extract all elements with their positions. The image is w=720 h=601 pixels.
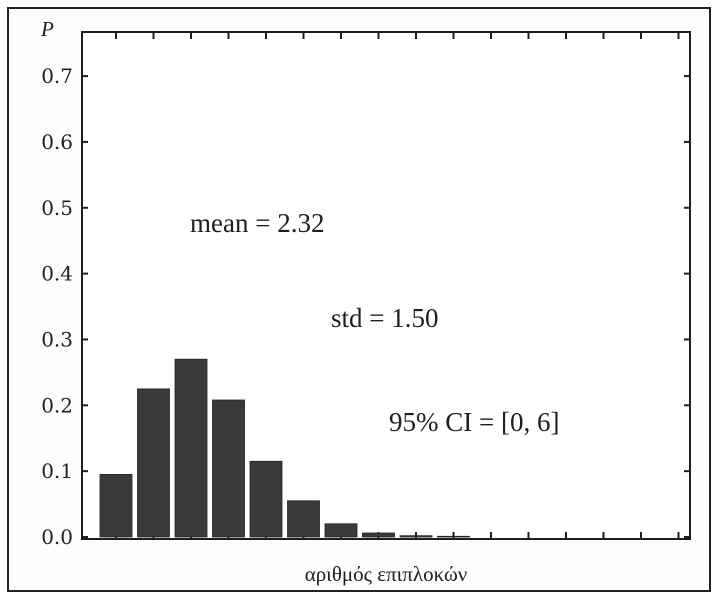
plot-area bbox=[81, 31, 691, 540]
bar-3 bbox=[212, 399, 245, 538]
annotation-mean: mean = 2.32 bbox=[190, 208, 324, 238]
y-tick-label-3: 0.3 bbox=[41, 328, 73, 352]
y-axis-label: P bbox=[40, 17, 54, 41]
y-tick-label-1: 0.1 bbox=[41, 459, 73, 483]
bar-2 bbox=[174, 358, 208, 538]
annotation-std: std = 1.50 bbox=[331, 303, 439, 333]
y-tick-label-2: 0.2 bbox=[41, 393, 73, 417]
bar-6 bbox=[324, 523, 358, 538]
bar-0 bbox=[99, 473, 133, 538]
annotation-ci: 95% CI = [0, 6] bbox=[389, 407, 559, 437]
y-tick-label-4: 0.4 bbox=[41, 262, 73, 286]
bar-chart: 0.0 0.1 0.2 0.3 0.4 0.5 0.6 0.7 P mean = 2.32 s… bbox=[40, 17, 691, 586]
y-tick-label-0: 0.0 bbox=[41, 525, 73, 549]
bar-5 bbox=[287, 500, 320, 538]
bars-group bbox=[99, 358, 470, 538]
y-tick-label-6: 0.6 bbox=[41, 130, 73, 154]
x-axis-label: αριθμός επιπλοκών bbox=[305, 562, 468, 586]
figure-frame: 0.0 0.1 0.2 0.3 0.4 0.5 0.6 0.7 P mean = 2.32 s… bbox=[7, 7, 711, 592]
bar-8 bbox=[399, 535, 433, 538]
bar-4 bbox=[249, 460, 283, 538]
bar-1 bbox=[137, 388, 170, 538]
y-tick-labels: 0.0 0.1 0.2 0.3 0.4 0.5 0.6 0.7 bbox=[41, 64, 73, 549]
y-tick-label-7: 0.7 bbox=[41, 64, 73, 88]
bar-9 bbox=[437, 535, 470, 538]
y-tick-label-5: 0.5 bbox=[41, 196, 73, 220]
bar-7 bbox=[362, 532, 395, 538]
